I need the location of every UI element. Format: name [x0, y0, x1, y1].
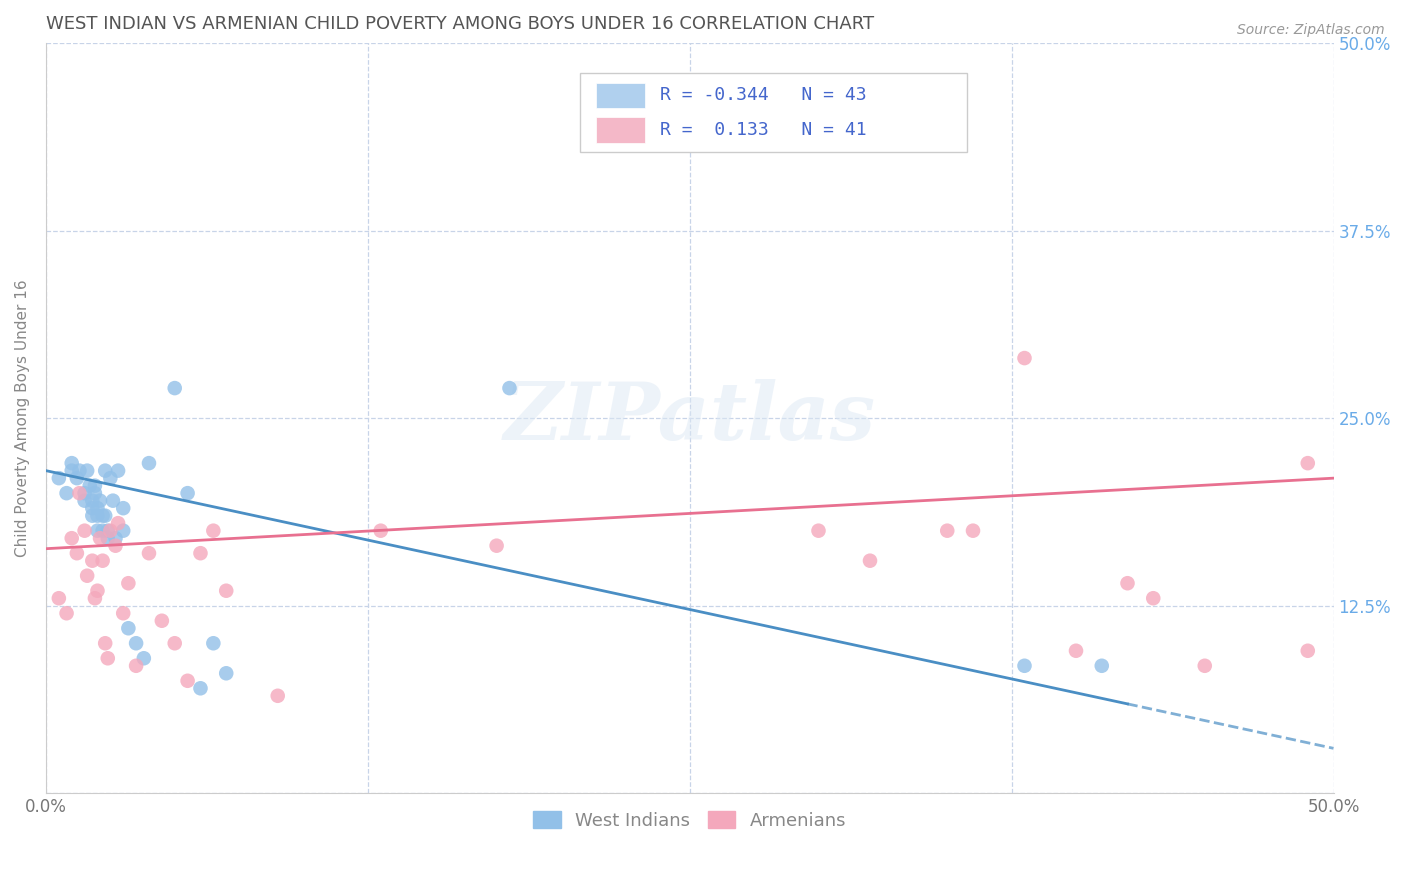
Point — [125, 658, 148, 673]
Point — [1091, 658, 1114, 673]
Point — [1064, 644, 1087, 658]
Text: Source: ZipAtlas.com: Source: ZipAtlas.com — [1237, 23, 1385, 37]
Point — [82, 501, 104, 516]
Point — [1116, 576, 1139, 591]
Text: R = -0.344   N = 43: R = -0.344 N = 43 — [661, 87, 866, 104]
Point — [101, 493, 124, 508]
Point — [86, 508, 108, 523]
Legend: West Indians, Armenians: West Indians, Armenians — [526, 805, 853, 837]
Text: R =  0.133   N = 41: R = 0.133 N = 41 — [661, 121, 866, 139]
Point — [117, 621, 139, 635]
Point — [91, 524, 114, 538]
Point — [107, 516, 129, 531]
Point — [69, 464, 91, 478]
Point — [86, 501, 108, 516]
Point — [104, 539, 127, 553]
Point — [215, 583, 238, 598]
Point — [89, 493, 111, 508]
FancyBboxPatch shape — [581, 73, 966, 152]
Point — [104, 531, 127, 545]
Point — [73, 493, 96, 508]
Point — [97, 531, 120, 545]
FancyBboxPatch shape — [596, 117, 645, 143]
Point — [1014, 658, 1036, 673]
Point — [60, 531, 83, 545]
Point — [1194, 658, 1216, 673]
Point — [86, 583, 108, 598]
Point — [48, 471, 70, 485]
Point — [176, 673, 198, 688]
Point — [202, 524, 225, 538]
Point — [1296, 456, 1319, 470]
Point — [125, 636, 148, 650]
Point — [94, 508, 117, 523]
Point — [83, 486, 105, 500]
Point — [215, 666, 238, 681]
Point — [86, 524, 108, 538]
Point — [97, 524, 120, 538]
Point — [55, 486, 77, 500]
Point — [138, 546, 160, 560]
Point — [190, 546, 212, 560]
Point — [76, 464, 98, 478]
Point — [112, 524, 135, 538]
Point — [60, 464, 83, 478]
Point — [859, 554, 882, 568]
Point — [485, 539, 508, 553]
Text: WEST INDIAN VS ARMENIAN CHILD POVERTY AMONG BOYS UNDER 16 CORRELATION CHART: WEST INDIAN VS ARMENIAN CHILD POVERTY AM… — [46, 15, 875, 33]
Point — [962, 524, 984, 538]
Point — [89, 531, 111, 545]
Point — [807, 524, 830, 538]
Point — [98, 524, 121, 538]
Point — [498, 381, 520, 395]
Point — [82, 508, 104, 523]
Point — [112, 606, 135, 620]
Point — [83, 591, 105, 606]
Point — [176, 486, 198, 500]
Point — [60, 456, 83, 470]
FancyBboxPatch shape — [596, 83, 645, 108]
Point — [370, 524, 392, 538]
Point — [94, 636, 117, 650]
Point — [98, 471, 121, 485]
Point — [1142, 591, 1164, 606]
Text: ZIPatlas: ZIPatlas — [503, 379, 876, 457]
Point — [117, 576, 139, 591]
Point — [97, 651, 120, 665]
Point — [1296, 644, 1319, 658]
Point — [82, 493, 104, 508]
Point — [91, 508, 114, 523]
Point — [163, 381, 186, 395]
Point — [107, 464, 129, 478]
Point — [163, 636, 186, 650]
Point — [112, 501, 135, 516]
Point — [91, 554, 114, 568]
Point — [150, 614, 173, 628]
Point — [202, 636, 225, 650]
Point — [83, 478, 105, 492]
Point — [69, 486, 91, 500]
Point — [66, 546, 89, 560]
Point — [190, 681, 212, 696]
Point — [138, 456, 160, 470]
Point — [79, 478, 101, 492]
Point — [48, 591, 70, 606]
Point — [82, 554, 104, 568]
Point — [267, 689, 290, 703]
Point — [1014, 351, 1036, 365]
Point — [132, 651, 155, 665]
Point — [66, 471, 89, 485]
Point — [76, 568, 98, 582]
Point — [936, 524, 959, 538]
Point — [55, 606, 77, 620]
Y-axis label: Child Poverty Among Boys Under 16: Child Poverty Among Boys Under 16 — [15, 279, 30, 557]
Point — [73, 524, 96, 538]
Point — [73, 486, 96, 500]
Point — [94, 464, 117, 478]
